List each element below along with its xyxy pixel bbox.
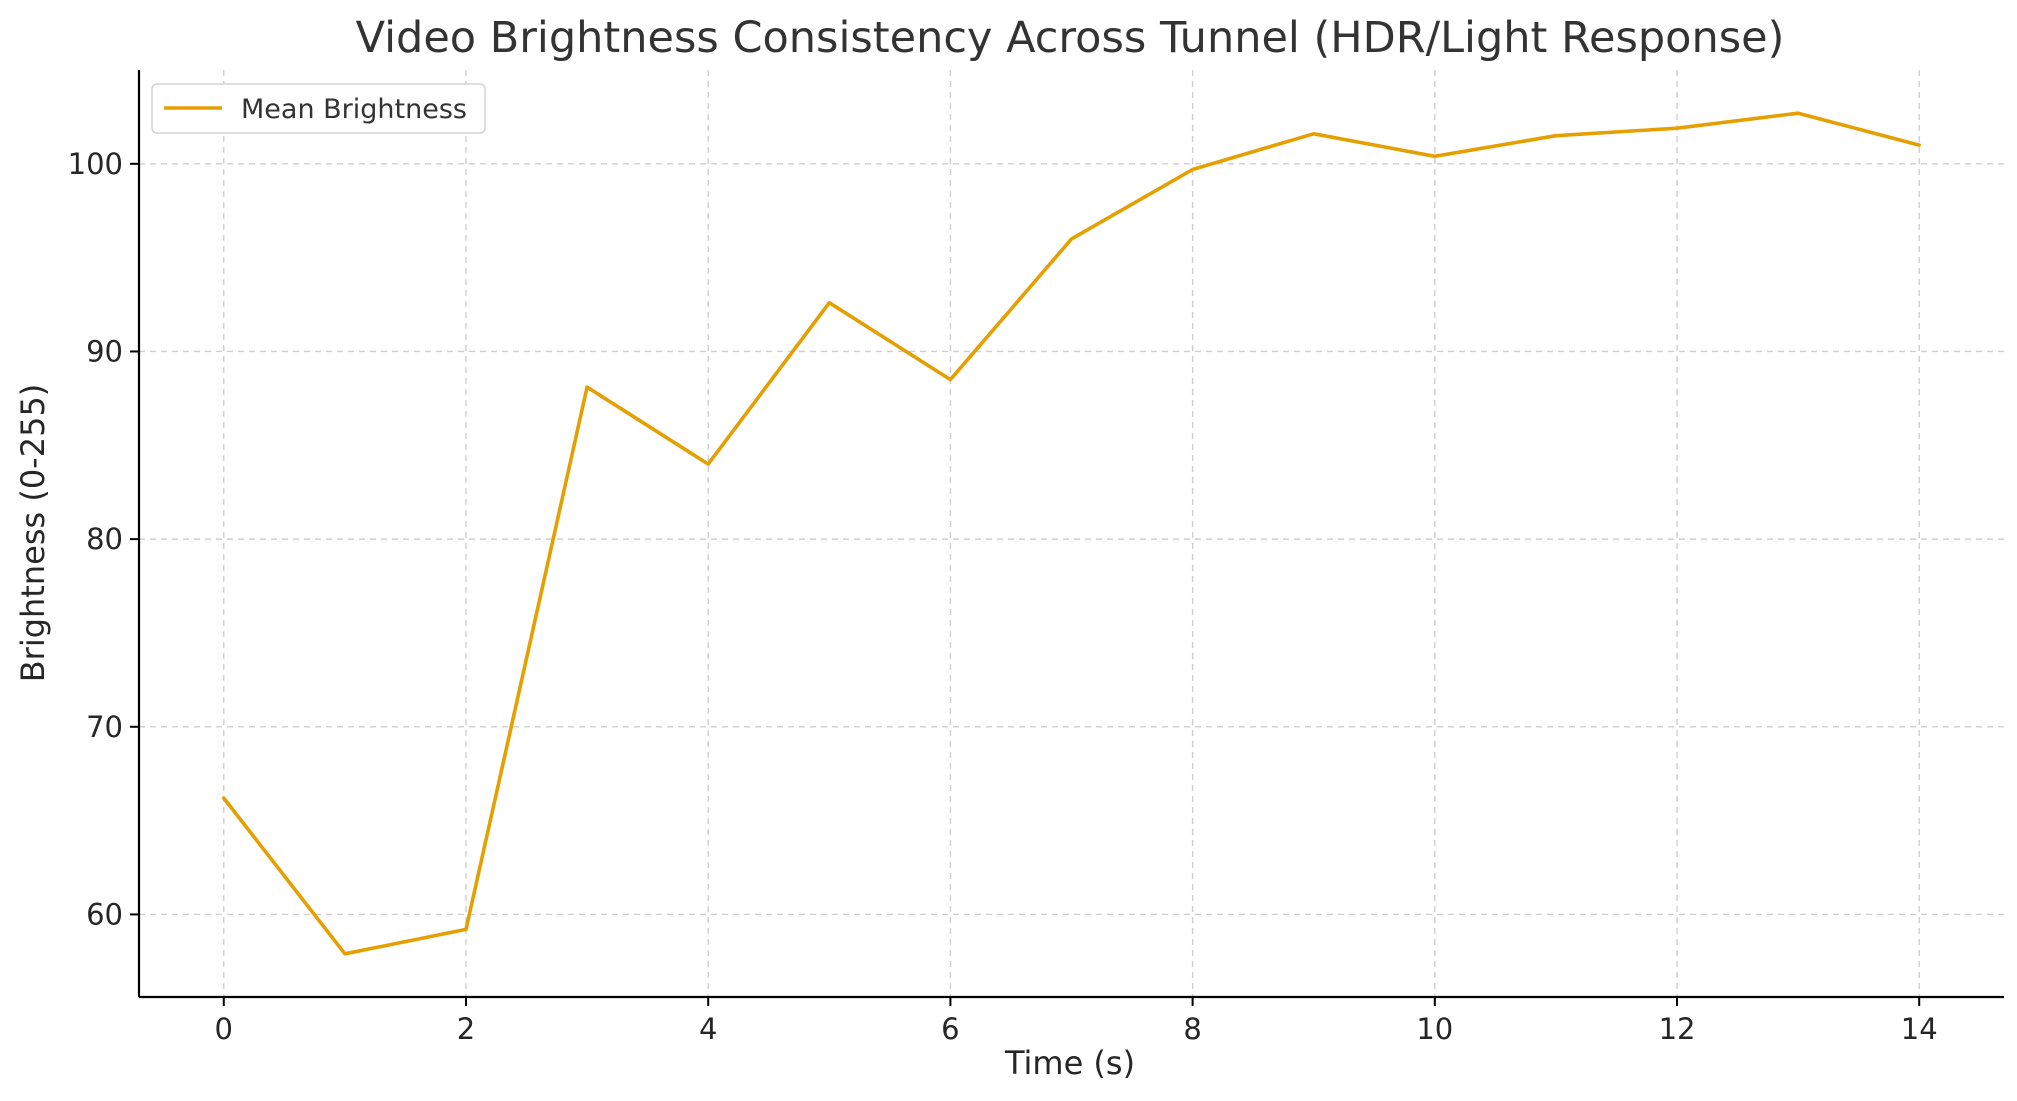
y-axis-label: Brightness (0-255) xyxy=(14,384,52,683)
y-tick-label: 100 xyxy=(68,147,123,181)
x-tick-label: 0 xyxy=(215,1012,233,1046)
series-line-mean-brightness xyxy=(222,111,1921,956)
x-axis-ticks: 0 2 4 6 8 10 12 14 xyxy=(215,997,1938,1046)
x-tick-label: 14 xyxy=(1901,1012,1938,1046)
x-tick-label: 12 xyxy=(1659,1012,1696,1046)
legend-label: Mean Brightness xyxy=(241,94,467,125)
series-layer xyxy=(222,111,1921,956)
x-tick-label: 8 xyxy=(1183,1012,1201,1046)
y-tick-label: 80 xyxy=(86,522,123,556)
legend: Mean Brightness xyxy=(151,83,486,134)
grid xyxy=(139,70,2004,997)
y-tick-label: 90 xyxy=(86,334,123,368)
x-axis-label: Time (s) xyxy=(1004,1044,1135,1082)
y-tick-label: 70 xyxy=(86,710,123,744)
x-tick-label: 2 xyxy=(457,1012,475,1046)
x-tick-label: 10 xyxy=(1416,1012,1453,1046)
x-tick-label: 6 xyxy=(941,1012,959,1046)
chart-title: Video Brightness Consistency Across Tunn… xyxy=(356,13,1785,63)
y-tick-label: 60 xyxy=(86,897,123,931)
axes xyxy=(137,70,2004,999)
y-axis-ticks: 60 70 80 90 100 xyxy=(68,147,139,931)
legend-box xyxy=(151,83,486,134)
x-tick-label: 4 xyxy=(699,1012,717,1046)
